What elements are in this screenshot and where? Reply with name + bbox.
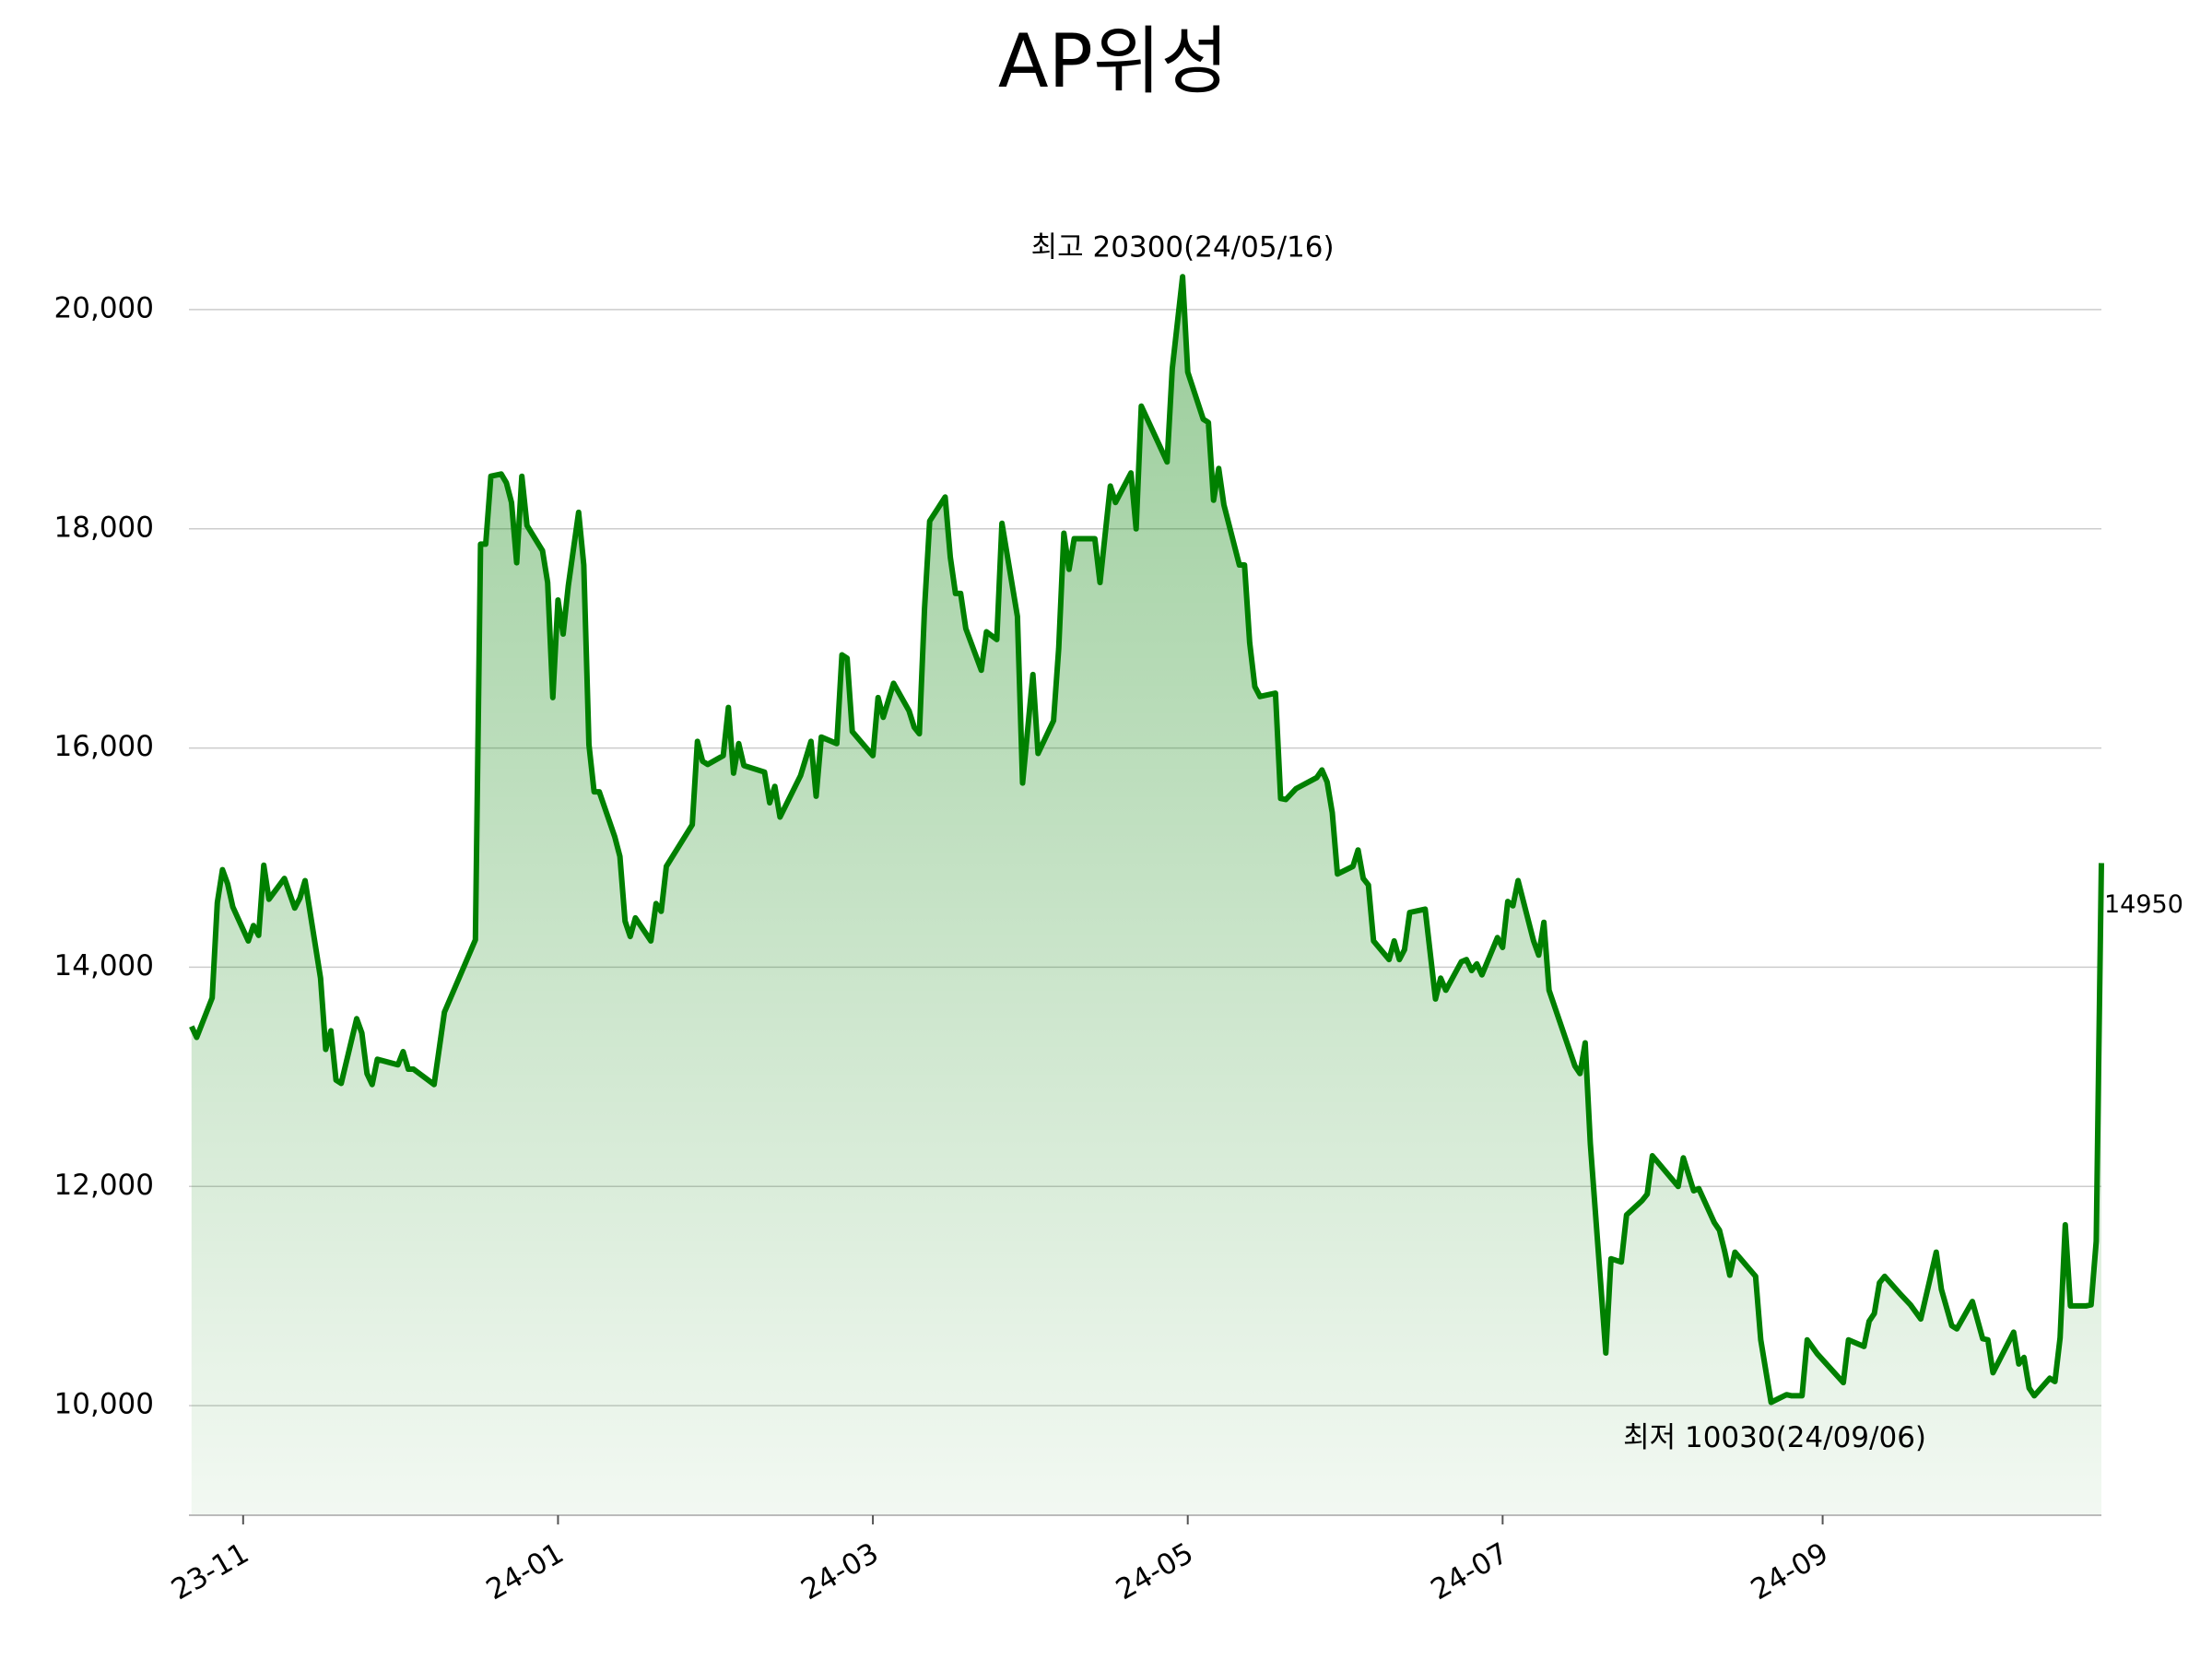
x-tick-label: 24-03 xyxy=(795,1536,884,1606)
y-tick-label: 10,000 xyxy=(54,1388,154,1421)
x-tick-label: 24-05 xyxy=(1111,1536,1199,1606)
x-tick-label: 23-11 xyxy=(166,1536,254,1606)
area-fill xyxy=(191,276,2101,1516)
low-annotation: 최저 10030(24/09/06) xyxy=(1623,1421,1926,1454)
x-tick-label: 24-01 xyxy=(481,1536,570,1606)
y-tick-label: 16,000 xyxy=(54,730,154,763)
x-tick-label: 24-09 xyxy=(1746,1536,1834,1606)
y-tick-label: 14,000 xyxy=(54,949,154,982)
y-tick-label: 20,000 xyxy=(54,291,154,324)
y-tick-label: 18,000 xyxy=(54,511,154,544)
high-annotation: 최고 20300(24/05/16) xyxy=(1031,231,1335,265)
price-line xyxy=(189,274,2104,1406)
x-tick-label: 24-07 xyxy=(1426,1536,1514,1606)
last-value-label: 14950 xyxy=(2104,890,2183,919)
y-tick-label: 12,000 xyxy=(54,1169,154,1202)
chart-title: AP위성 xyxy=(998,18,1229,104)
